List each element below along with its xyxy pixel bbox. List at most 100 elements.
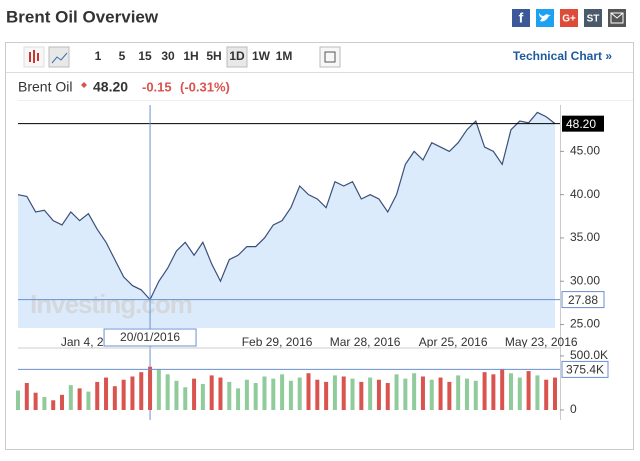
volume-bar [68, 385, 73, 410]
quote-price: 48.20 [93, 79, 128, 95]
stocktwits[interactable] [584, 9, 602, 27]
volume-bar [104, 377, 109, 410]
x-tick-label: Mar 28, 2016 [330, 335, 401, 349]
last-price-tag [562, 115, 604, 132]
volume-marker-box [561, 360, 609, 378]
interval-button[interactable]: 1H [183, 49, 198, 63]
volume-bar [121, 379, 126, 410]
settings-icon [324, 51, 336, 63]
volume-marker-label: 375.4K [566, 363, 604, 377]
volume-bar [174, 380, 179, 410]
technical-chart-link[interactable]: Technical Chart » [513, 49, 612, 63]
volume-bar [156, 368, 161, 410]
interval-active [226, 46, 248, 68]
crosshair-value-label: 27.88 [568, 293, 598, 307]
volume-bar [438, 377, 443, 410]
volume-bar [394, 374, 399, 410]
y-tick-label: 30.00 [570, 273, 600, 287]
stocktwits-label: ST [587, 14, 600, 25]
area-icon [51, 52, 68, 64]
volume-bar [420, 376, 425, 410]
volume-bar [253, 382, 258, 410]
interval-button[interactable]: 1 [95, 49, 102, 63]
facebook[interactable] [512, 9, 530, 27]
title: Brent Oil Overview [6, 7, 159, 26]
y-tick-label: 45.00 [570, 144, 600, 158]
volume-bar [244, 379, 249, 410]
volume-bar [192, 378, 197, 410]
volume-bar [16, 390, 20, 410]
interval-button[interactable]: 5H [206, 49, 221, 63]
volume-bar [236, 388, 241, 410]
last-price-label: 48.20 [566, 117, 596, 131]
interval-button[interactable]: 1M [276, 49, 293, 63]
volume-bar [500, 368, 505, 410]
facebook-label: f [519, 10, 524, 26]
volume-bar [51, 400, 56, 410]
settings-button[interactable] [319, 46, 341, 68]
interval-button[interactable]: 30 [161, 49, 175, 63]
volume-bar [306, 373, 311, 410]
volume-bar [376, 379, 381, 410]
interval-button[interactable]: 5 [119, 49, 126, 63]
volume-bar [315, 379, 320, 410]
x-tick-label: Apr 25, 2016 [419, 335, 488, 349]
twitter-icon [539, 13, 551, 22]
volume-bar [553, 377, 557, 410]
volume-bar [359, 381, 364, 410]
volume-tick-label: 0 [570, 402, 577, 416]
volume-bar [86, 391, 91, 410]
watermark: Investing.com [30, 289, 192, 319]
email-icon [610, 12, 624, 24]
volume-bar [33, 392, 38, 410]
down-arrow [81, 82, 87, 88]
volume-bar [341, 376, 346, 410]
interval-button[interactable]: 1W [252, 49, 271, 63]
volume-bar [77, 388, 82, 410]
volume-bar [385, 382, 390, 410]
volume-bar [508, 373, 513, 410]
volume-tick-label: 500.0K [570, 348, 608, 362]
x-tick-label: May 23, 2016 [505, 335, 578, 349]
volume-bar [332, 375, 337, 410]
volume-bar [130, 376, 135, 410]
quote-change: -0.15 [142, 79, 172, 94]
area-button[interactable] [48, 46, 70, 68]
plot: Investing.com 25.00 30.00 35.00 40.00 45.00 48… [16, 105, 609, 420]
volume-bar [350, 378, 355, 410]
quote-name: Brent Oil [18, 79, 72, 95]
volume-bar [60, 394, 65, 410]
interval-button[interactable]: 1D [229, 49, 245, 63]
crosshair-value-box [561, 291, 605, 309]
volume-bar [429, 379, 434, 410]
volume-bar [447, 381, 452, 410]
x-tick-label: Feb 29, 2016 [242, 335, 313, 349]
volume-bar [227, 381, 232, 410]
volume-bar [368, 377, 373, 410]
volume-bar [456, 375, 461, 410]
volume-bar [517, 377, 522, 410]
volume-bar [183, 387, 188, 410]
volume-bar [200, 384, 205, 410]
volume-bar [526, 371, 531, 410]
volume-bar [42, 397, 47, 410]
volume-bar [209, 375, 214, 410]
candle-icon [29, 50, 39, 63]
y-tick-label: 35.00 [570, 230, 600, 244]
google-label: G+ [562, 14, 576, 25]
interval-group: 1 5 15 30 1H 5H 1D 1W 1M [95, 46, 293, 68]
interval-button[interactable]: 15 [138, 49, 152, 63]
volume-bar [271, 378, 276, 410]
volume-bar [324, 381, 329, 410]
volume-bar [412, 373, 417, 410]
y-tick-label: 25.00 [570, 317, 600, 331]
volume-bar [473, 380, 478, 410]
y-tick-label: 40.00 [570, 187, 600, 201]
google[interactable] [560, 9, 578, 27]
volume-bar [491, 374, 496, 410]
volume-bar [544, 379, 549, 410]
quote-change-pct: (-0.31%) [180, 79, 230, 94]
price-line [17, 111, 556, 301]
